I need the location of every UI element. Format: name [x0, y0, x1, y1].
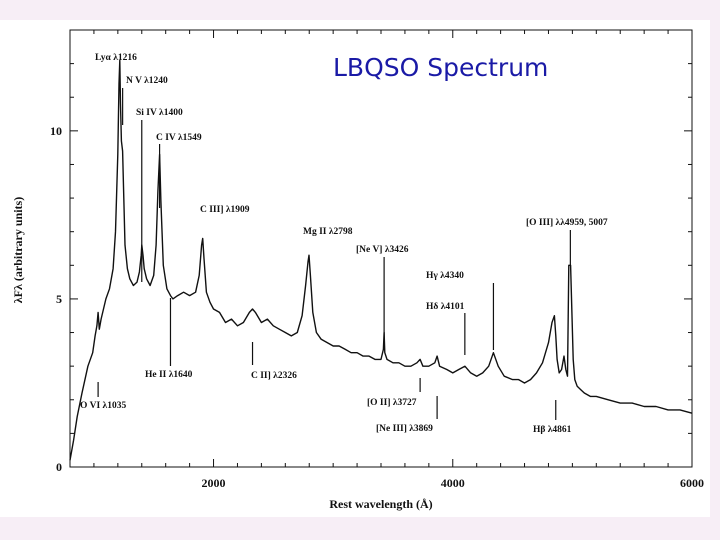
x-tick-label: 4000 [441, 476, 465, 490]
annotation-14: [Ne III] λ3869 [376, 396, 438, 434]
annotation-11: He II λ1640 [145, 298, 193, 380]
annotation-7: Hγ λ4340 [426, 271, 495, 350]
axis-ticks: 2000 4000 6000 0 5 10 [50, 30, 704, 490]
slide-title: LBQSO Spectrum [333, 53, 549, 82]
annotation-label: Lyα λ1216 [95, 53, 137, 63]
line-annotations: Lyα λ1216 N V λ1240 Si IV λ1400 C IV λ1549 C… [80, 53, 608, 435]
annotation-label: C IV λ1549 [156, 133, 202, 143]
annotation-label: C III] λ1909 [200, 205, 250, 215]
x-tick-label: 2000 [202, 476, 226, 490]
spectrum-chart: 2000 4000 6000 0 5 10 Lyα λ1216 N V λ1240 Si IV… [11, 29, 704, 511]
annotation-label: C II] λ2326 [251, 371, 297, 381]
annotation-label: N V λ1240 [126, 76, 168, 86]
series-line-spectrum [69, 59, 693, 461]
annotation-label: O VI λ1035 [80, 401, 126, 411]
y-tick-label: 10 [50, 124, 62, 138]
annotation-0: Lyα λ1216 [95, 53, 137, 86]
annotation-label: He II λ1640 [145, 370, 193, 380]
spectrum-figure: 2000 4000 6000 0 5 10 Lyα λ1216 N V λ1240 Si IV… [0, 20, 710, 517]
x-axis-label: Rest wavelength (Å) [329, 497, 432, 511]
annotation-4: C III] λ1909 [200, 205, 250, 215]
annotation-label: [Ne V] λ3426 [356, 245, 409, 255]
annotation-label: [Ne III] λ3869 [376, 424, 433, 434]
annotation-label: Hγ λ4340 [426, 271, 464, 281]
annotation-13: [O II] λ3727 [367, 378, 421, 408]
annotation-label: Hβ λ4861 [533, 425, 572, 435]
y-axis-label: λFλ (arbitrary units) [11, 197, 25, 303]
annotation-9: [O III] λλ4959, 5007 [526, 218, 608, 266]
annotation-label: [O III] λλ4959, 5007 [526, 218, 608, 228]
annotation-15: Hβ λ4861 [533, 400, 572, 435]
annotation-label: Si IV λ1400 [136, 108, 183, 118]
annotation-3: C IV λ1549 [156, 133, 202, 208]
annotation-label: Mg II λ2798 [303, 227, 353, 237]
annotation-label: Hδ λ4101 [426, 302, 465, 312]
annotation-6: [Ne V] λ3426 [356, 245, 409, 338]
annotation-10: O VI λ1035 [80, 382, 126, 411]
y-tick-label: 5 [56, 292, 62, 306]
annotation-12: C II] λ2326 [251, 342, 297, 381]
annotation-2: Si IV λ1400 [136, 108, 183, 282]
annotation-1: N V λ1240 [122, 76, 168, 125]
annotation-8: Hδ λ4101 [426, 302, 466, 355]
x-tick-label: 6000 [680, 476, 704, 490]
annotation-label: [O II] λ3727 [367, 398, 417, 408]
annotation-5: Mg II λ2798 [303, 227, 353, 237]
y-tick-label: 0 [56, 460, 62, 474]
